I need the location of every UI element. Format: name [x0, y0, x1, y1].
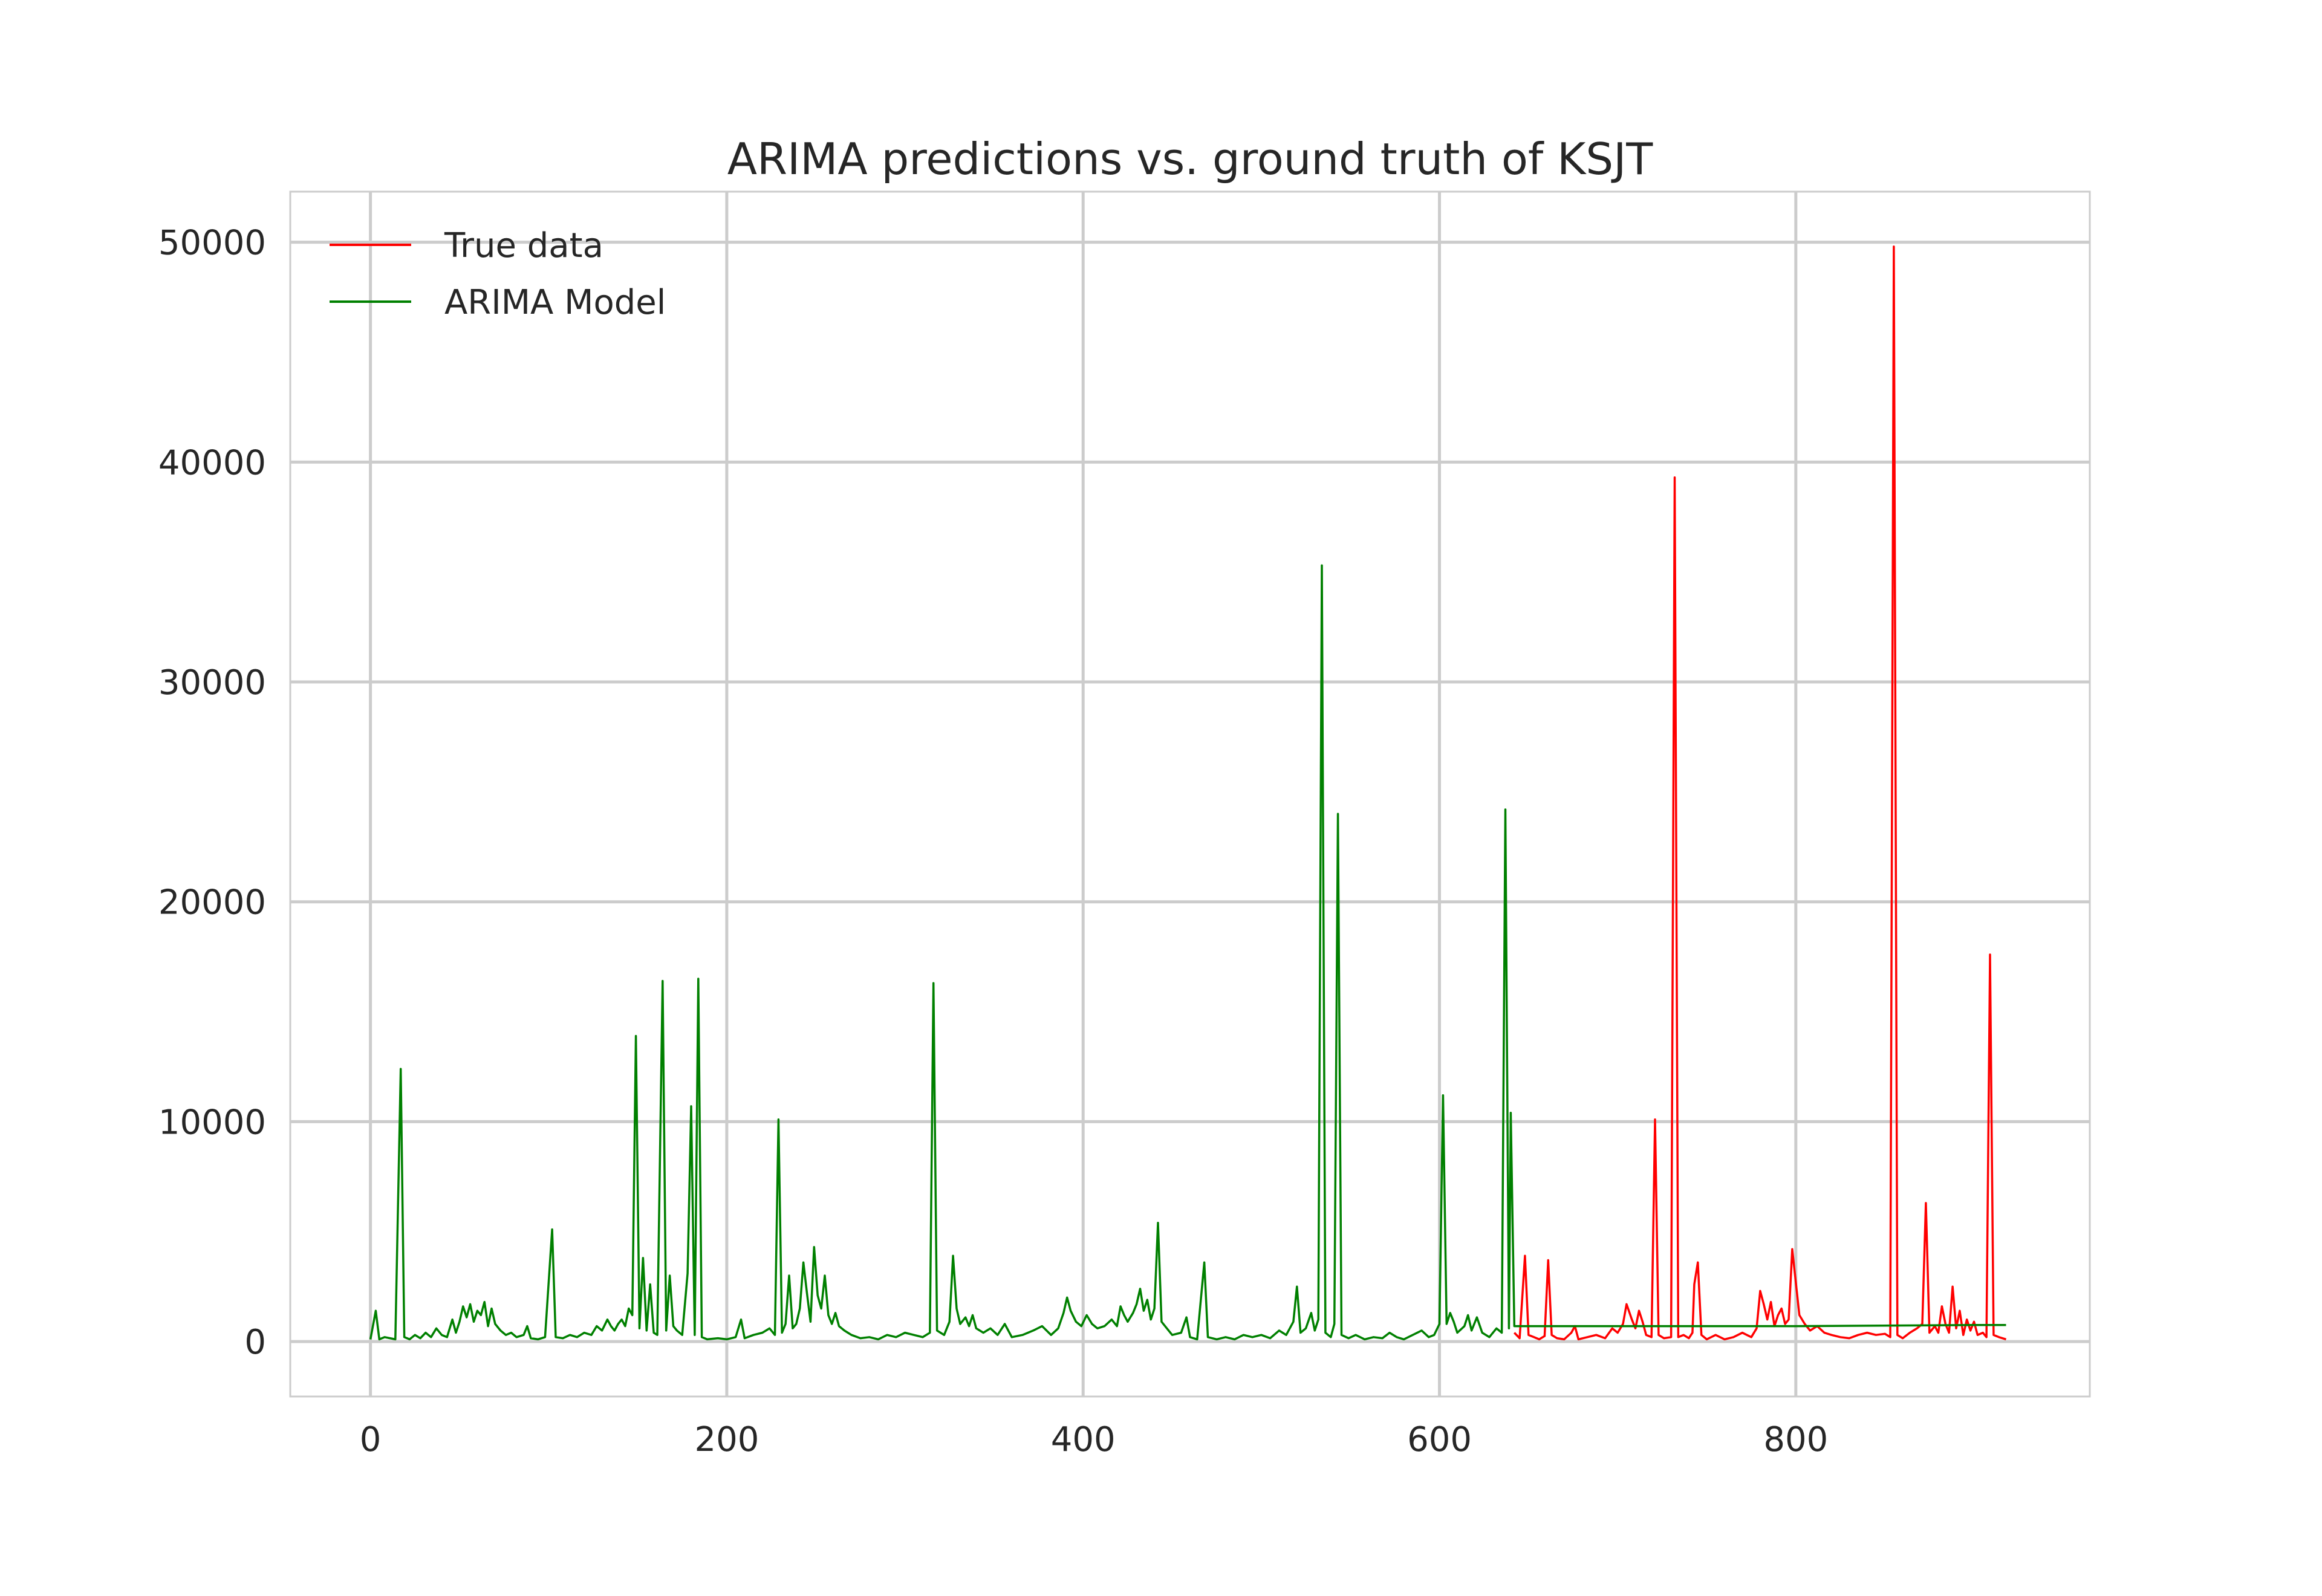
x-tick-label: 600: [1407, 1420, 1472, 1459]
x-gridlines: [369, 192, 1798, 1396]
series-layer: [369, 245, 2007, 1341]
y-gridlines: [290, 241, 2090, 1343]
x-tick-labels: 0 200 400 600 800: [360, 1420, 1828, 1459]
chart-title: ARIMA predictions vs. ground truth of KS…: [727, 134, 1654, 184]
legend-label-0: True data: [444, 226, 603, 265]
y-tick-label: 10000: [158, 1103, 266, 1142]
plot-area: [290, 192, 2090, 1396]
y-tick-label: 0: [244, 1323, 266, 1362]
legend-label-1: ARIMA Model: [444, 283, 666, 322]
x-tick-label: 0: [360, 1420, 382, 1459]
legend: True data ARIMA Model: [330, 226, 666, 322]
plot-frame: [289, 190, 2091, 1398]
series-line-0: [1514, 245, 2007, 1341]
series-line-1: [369, 564, 2006, 1341]
y-tick-label: 40000: [158, 443, 266, 482]
y-tick-label: 30000: [158, 663, 266, 702]
y-tick-label: 20000: [158, 883, 266, 923]
y-tick-labels: 0 10000 20000 30000 40000 50000: [158, 224, 266, 1362]
x-tick-label: 400: [1051, 1420, 1116, 1459]
x-tick-label: 800: [1763, 1420, 1828, 1459]
x-tick-label: 200: [694, 1420, 759, 1459]
y-tick-label: 50000: [158, 224, 266, 263]
